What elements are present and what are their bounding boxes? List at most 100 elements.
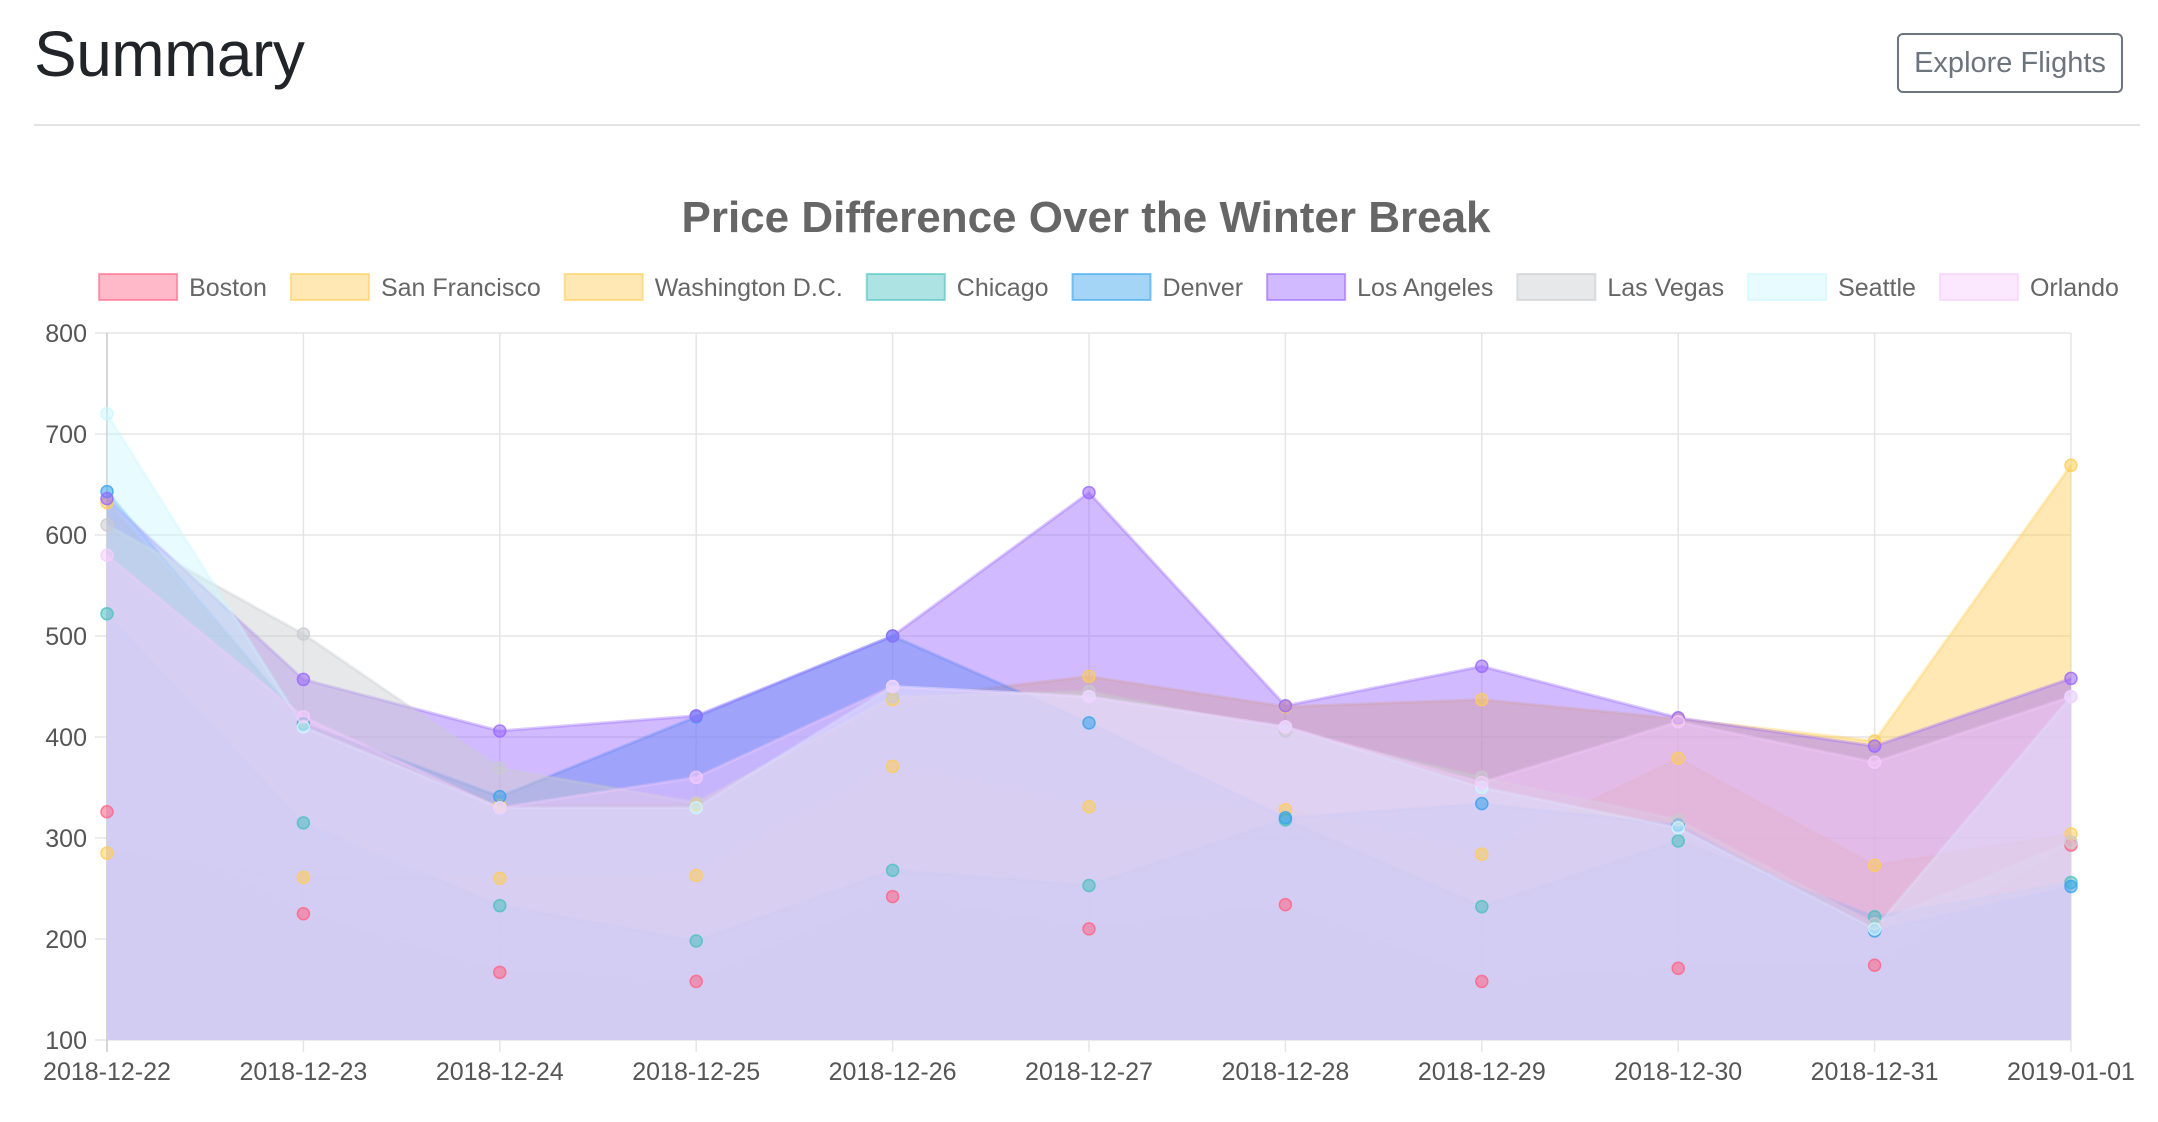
y-tick-label: 100: [45, 1027, 87, 1055]
data-point[interactable]: [885, 679, 900, 694]
data-point[interactable]: [689, 709, 703, 723]
legend-item[interactable]: Los Angeles: [1266, 273, 1493, 302]
legend-swatch: [1747, 273, 1828, 301]
data-point[interactable]: [1475, 847, 1489, 861]
data-point[interactable]: [100, 491, 114, 506]
data-point[interactable]: [689, 770, 703, 785]
legend-swatch: [289, 273, 370, 301]
data-point[interactable]: [1475, 796, 1489, 811]
data-point[interactable]: [689, 800, 703, 815]
data-point[interactable]: [100, 518, 114, 532]
data-point[interactable]: [885, 863, 900, 878]
legend-item[interactable]: Orlando: [1938, 273, 2119, 302]
data-point[interactable]: [1082, 485, 1096, 500]
data-point[interactable]: [296, 672, 311, 687]
legend-item[interactable]: San Francisco: [289, 273, 541, 302]
data-point[interactable]: [296, 870, 311, 885]
data-point[interactable]: [493, 800, 507, 815]
data-point[interactable]: [1082, 922, 1096, 936]
data-point[interactable]: [1867, 858, 1882, 873]
chart-legend: Boston San Francisco Washington D.C. Chicag…: [98, 273, 2119, 302]
data-point[interactable]: [100, 846, 114, 860]
data-point[interactable]: [1475, 775, 1489, 790]
data-point[interactable]: [2064, 879, 2078, 894]
data-point[interactable]: [493, 871, 507, 886]
series-area: [107, 811, 2071, 1040]
data-point[interactable]: [1082, 878, 1096, 893]
data-point[interactable]: [1475, 899, 1489, 914]
data-point[interactable]: [1867, 958, 1882, 973]
data-point[interactable]: [296, 710, 311, 724]
x-tick-label: 2018-12-28: [1221, 1058, 1349, 1086]
x-tick-label: 2018-12-25: [632, 1058, 760, 1086]
legend-label: Los Angeles: [1357, 274, 1493, 302]
data-point[interactable]: [1082, 716, 1096, 730]
data-point[interactable]: [1082, 799, 1096, 814]
data-point[interactable]: [1671, 834, 1685, 848]
data-point[interactable]: [100, 804, 114, 819]
data-point[interactable]: [100, 407, 114, 421]
data-point[interactable]: [689, 868, 703, 883]
data-point[interactable]: [1278, 811, 1293, 825]
y-tick-label: 200: [45, 926, 87, 954]
data-point[interactable]: [1475, 692, 1489, 707]
explore-flights-button[interactable]: Explore Flights: [1897, 33, 2123, 93]
data-point[interactable]: [1475, 974, 1489, 989]
data-point[interactable]: [1867, 755, 1882, 769]
legend-item[interactable]: Seattle: [1747, 273, 1916, 302]
data-point[interactable]: [689, 934, 703, 948]
x-tick-label: 2018-12-24: [436, 1058, 564, 1086]
data-point[interactable]: [1082, 689, 1096, 704]
data-point[interactable]: [1867, 922, 1882, 936]
x-tick-label: 2018-12-26: [829, 1058, 957, 1086]
legend-label: Denver: [1163, 274, 1244, 302]
data-point[interactable]: [2064, 458, 2078, 473]
data-point[interactable]: [2064, 671, 2078, 686]
data-point[interactable]: [1671, 751, 1685, 765]
data-point[interactable]: [1671, 715, 1685, 729]
x-tick-label: 2018-12-27: [1025, 1058, 1153, 1086]
data-point[interactable]: [1867, 739, 1882, 753]
legend-label: Chicago: [957, 274, 1049, 302]
legend-label: San Francisco: [381, 274, 541, 302]
data-point[interactable]: [1475, 659, 1489, 674]
y-axis-ticks: 100 200 300 400 500 600 700 800: [45, 320, 87, 1055]
data-point[interactable]: [493, 898, 507, 913]
series-area: [107, 524, 2071, 1040]
data-point[interactable]: [2064, 689, 2078, 704]
data-point[interactable]: [493, 789, 507, 804]
data-point[interactable]: [2064, 835, 2078, 849]
y-tick-label: 600: [45, 522, 87, 550]
data-point[interactable]: [493, 724, 507, 738]
legend-item[interactable]: Washington D.C.: [563, 273, 843, 302]
legend-swatch: [563, 273, 644, 301]
data-point[interactable]: [100, 548, 114, 562]
data-point[interactable]: [296, 907, 311, 921]
data-point[interactable]: [1082, 669, 1096, 684]
data-point[interactable]: [689, 974, 703, 989]
data-point[interactable]: [1278, 698, 1293, 713]
data-point[interactable]: [493, 965, 507, 980]
y-tick-label: 400: [45, 724, 87, 752]
legend-label: Seattle: [1838, 274, 1916, 302]
data-point[interactable]: [296, 627, 311, 641]
legend-item[interactable]: Denver: [1071, 273, 1244, 302]
legend-item[interactable]: Las Vegas: [1516, 273, 1724, 302]
data-point[interactable]: [493, 761, 507, 776]
data-point[interactable]: [1671, 961, 1685, 976]
data-point[interactable]: [885, 889, 900, 904]
data-point[interactable]: [885, 629, 900, 643]
legend-swatch: [1071, 273, 1152, 301]
legend-swatch: [865, 273, 946, 301]
legend-item[interactable]: Chicago: [865, 273, 1049, 302]
series-area: [107, 491, 2071, 1040]
series-area: [107, 492, 2071, 1041]
data-point[interactable]: [885, 759, 900, 774]
legend-item[interactable]: Boston: [98, 273, 267, 302]
data-point[interactable]: [1278, 897, 1293, 912]
series-area: [107, 613, 2071, 1040]
data-point[interactable]: [296, 816, 311, 830]
data-point[interactable]: [1278, 720, 1293, 734]
data-point[interactable]: [1671, 821, 1685, 835]
data-point[interactable]: [100, 607, 114, 621]
